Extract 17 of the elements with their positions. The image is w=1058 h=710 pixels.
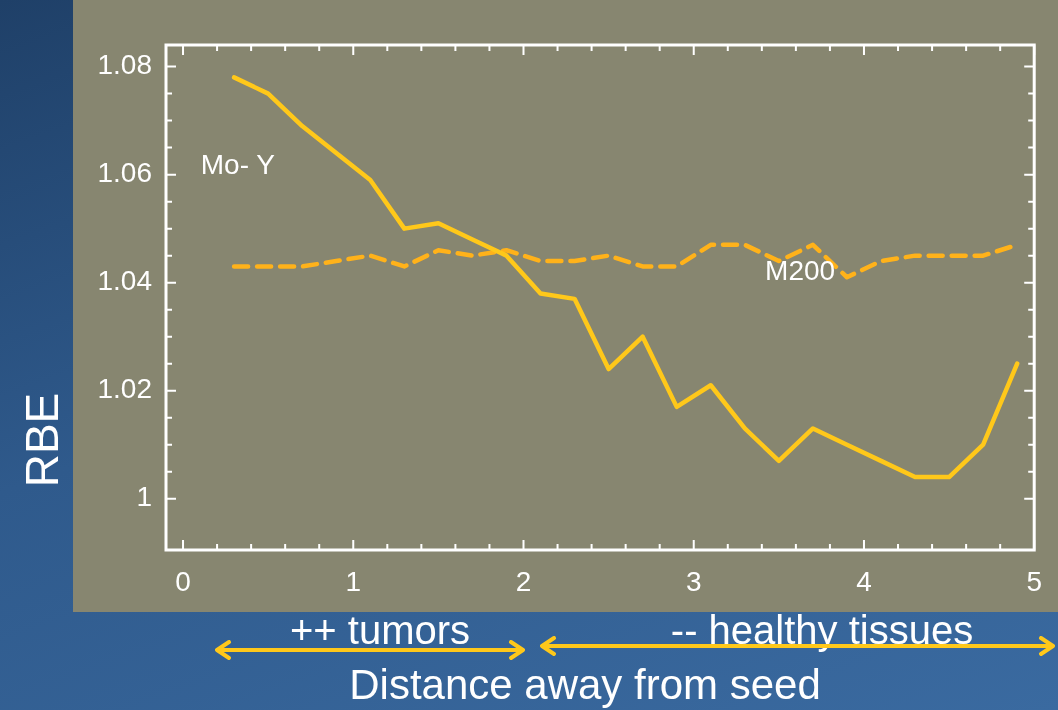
x-axis-title: Distance away from seed [349,661,821,709]
y-tick-label: 1.04 [97,265,152,297]
x-tick-label: 1 [345,565,362,597]
y-tick-label: 1 [136,481,152,513]
y-axis-title: RBE [15,392,69,488]
x-tick-label: 5 [1026,565,1042,597]
series-label: M200 [765,254,836,286]
y-tick-label: 1.02 [97,373,152,405]
text: -- healthy tissues [670,607,974,653]
x-tick-label: 2 [515,565,532,597]
y-tick-label: 1.06 [97,157,152,189]
x-tick-label: 4 [856,565,872,597]
x-tick-label: 3 [685,565,702,597]
x-tick-label: 0 [175,565,191,597]
y-tick-label: 1.08 [97,49,152,81]
text: ++ tumors [289,607,471,653]
series-label: Mo- Y [200,148,276,180]
